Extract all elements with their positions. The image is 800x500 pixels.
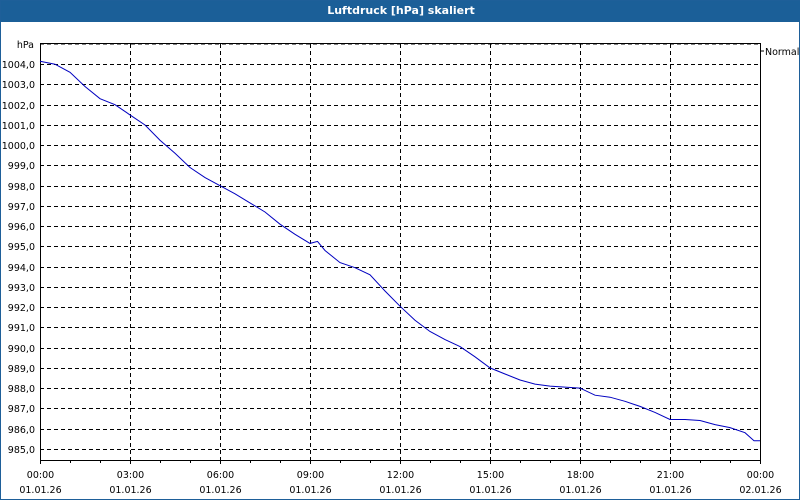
x-tick-time: 09:00 [297,470,324,481]
x-tick-date: 01.01.26 [19,485,61,496]
x-tick-time: 06:00 [207,470,234,481]
y-tick-label: 998,0 [8,182,35,193]
y-tick-label: 989,0 [8,364,35,375]
axes [40,43,761,464]
y-tick-label: 993,0 [8,283,35,294]
x-tick-time: 15:00 [477,470,504,481]
y-tick-label: 1004,0 [2,60,35,71]
x-tick-time: 21:00 [657,470,684,481]
y-tick-label: 988,0 [8,384,35,395]
chart-title: Luftdruck [hPa] skaliert [1,1,800,22]
x-tick-time: 03:00 [117,470,144,481]
x-tick-date: 01.01.26 [649,485,691,496]
grid-lines [40,43,760,460]
y-tick-label: 1003,0 [2,80,35,91]
y-tick-label: 994,0 [8,263,35,274]
x-tick-time: 00:00 [747,470,774,481]
x-tick-date: 01.01.26 [379,485,421,496]
x-tick-time: 00:00 [27,470,54,481]
y-tick-label: 1001,0 [2,121,35,132]
x-tick-date: 02.01.26 [739,485,781,496]
y-axis-unit: hPa [17,40,34,51]
pressure-line [39,60,760,442]
x-tick-date: 01.01.26 [289,485,331,496]
x-tick-date: 01.01.26 [109,485,151,496]
y-tick-label: 992,0 [8,303,35,314]
y-tick-label: 987,0 [8,404,35,415]
x-tick-date: 01.01.26 [559,485,601,496]
y-tick-label: 996,0 [8,222,35,233]
x-tick-date: 01.01.26 [469,485,511,496]
x-axis-labels: 00:00 01.01.26 03:00 01.01.26 06:00 01.01.26 0… [19,470,781,496]
y-axis-labels: 1004,0 1003,0 1002,0 1001,0 1000,0 999,0 998,0… [2,60,35,456]
y-tick-label: 1000,0 [2,141,35,152]
y-tick-label: 985,0 [8,445,35,456]
y-tick-label: 997,0 [8,202,35,213]
x-tick-date: 01.01.26 [199,485,241,496]
x-tick-time: 18:00 [567,470,594,481]
y-tick-label: 986,0 [8,425,35,436]
y-tick-label: 999,0 [8,161,35,172]
x-tick-time: 12:00 [387,470,414,481]
y-tick-label: 991,0 [8,323,35,334]
y-tick-label: 1002,0 [2,101,35,112]
legend-entry-normal: Normal [765,47,799,58]
legend: Normal [760,47,799,58]
y-tick-label: 990,0 [8,344,35,355]
y-tick-label: 995,0 [8,242,35,253]
